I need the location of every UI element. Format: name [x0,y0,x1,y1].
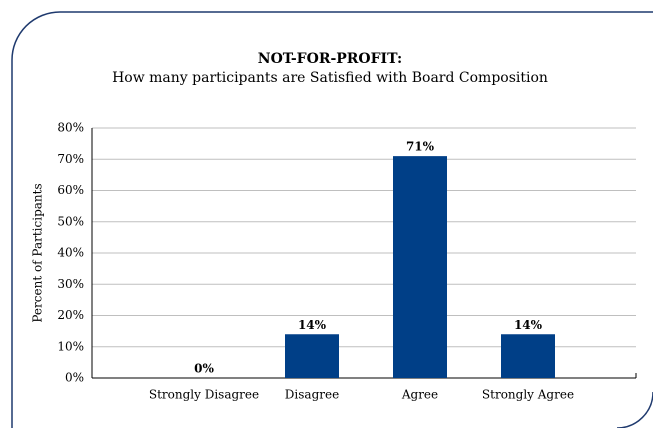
frame [11,11,653,428]
bar [393,156,447,378]
y-tick-label: 50% [57,214,84,228]
y-tick-label: 30% [57,277,84,291]
x-tick-label: Strongly Agree [482,388,574,402]
y-tick-label: 10% [57,339,84,353]
bar [285,334,339,378]
x-tick-label: Strongly Disagree [149,388,259,402]
bar [501,334,555,378]
x-tick-label: Agree [401,388,438,402]
y-tick-label: 60% [57,183,84,197]
y-tick-label: 20% [57,308,84,322]
y-tick-label: 70% [57,152,84,166]
frame-corner [616,391,653,428]
y-tick-label: 40% [57,246,84,260]
y-axis-label: Percent of Participants [31,183,45,322]
chart-title: NOT-FOR-PROFIT: [258,51,402,67]
x-tick-label: Disagree [285,388,339,402]
value-label: 14% [514,318,543,332]
chart-subtitle: How many participants are Satisfied with… [112,70,548,86]
y-tick-label: 80% [57,121,84,135]
value-label: 0% [194,362,214,376]
y-tick-label: 0% [65,371,84,385]
value-label: 71% [406,140,435,154]
value-label: 14% [298,318,327,332]
